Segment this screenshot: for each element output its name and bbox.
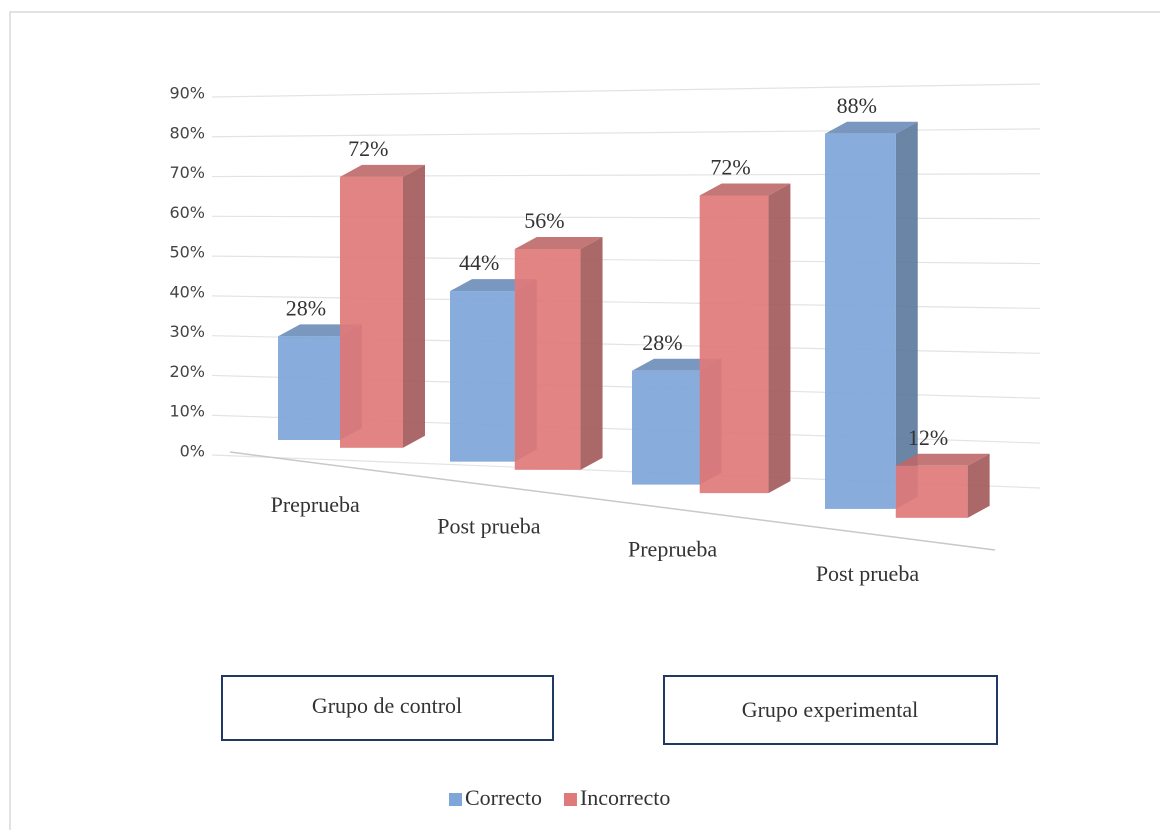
bar — [340, 176, 403, 448]
x-tick-label: Preprueba — [271, 492, 360, 517]
bar-top — [340, 164, 425, 177]
bar-side — [402, 164, 425, 448]
bar-top — [699, 183, 791, 196]
bar — [699, 195, 769, 494]
y-tick-label: 40% — [169, 282, 205, 301]
bar — [895, 465, 968, 518]
floor-line — [229, 451, 996, 551]
data-label: 88% — [837, 93, 877, 118]
data-label: 12% — [908, 425, 948, 450]
bar-side — [967, 453, 990, 518]
y-tick-label: 30% — [169, 322, 205, 341]
annotation-box — [221, 675, 554, 741]
annotation: Grupo experimental — [742, 697, 919, 722]
bar-side — [895, 121, 918, 509]
bar — [632, 370, 700, 485]
legend-label: Incorrecto — [580, 785, 670, 810]
data-label: 72% — [710, 155, 750, 180]
bar-side — [580, 236, 603, 470]
y-tick-label: 10% — [169, 402, 205, 421]
data-label: 72% — [348, 136, 388, 161]
y-tick-label: 80% — [169, 123, 205, 142]
legend-swatch — [563, 793, 577, 806]
data-label: 28% — [642, 330, 682, 355]
x-tick-label: Post prueba — [437, 514, 541, 539]
bar-side — [768, 183, 791, 494]
y-tick-label: 70% — [169, 163, 205, 182]
bar-top — [895, 453, 990, 466]
bar-top — [632, 358, 722, 371]
data-label: 56% — [524, 208, 564, 233]
bar — [825, 133, 896, 509]
data-label: 44% — [459, 250, 499, 275]
x-tick-label: Preprueba — [628, 537, 717, 562]
bar — [278, 336, 340, 440]
legend-label: Correcto — [465, 785, 542, 810]
y-tick-label: 20% — [169, 362, 205, 381]
grid-line — [211, 83, 1041, 98]
annotation-box — [663, 675, 998, 745]
annotation: Grupo de control — [312, 693, 462, 718]
x-tick-label: Post prueba — [816, 561, 920, 586]
y-tick-label: 50% — [169, 243, 205, 262]
y-tick-label: 0% — [180, 442, 205, 461]
legend-swatch — [449, 793, 462, 806]
bar — [514, 248, 581, 470]
bar-top — [514, 236, 603, 249]
bar — [450, 291, 515, 462]
bar-top — [825, 121, 918, 134]
data-label: 28% — [286, 295, 326, 320]
y-tick-label: 90% — [169, 84, 205, 103]
y-tick-label: 60% — [169, 203, 205, 222]
